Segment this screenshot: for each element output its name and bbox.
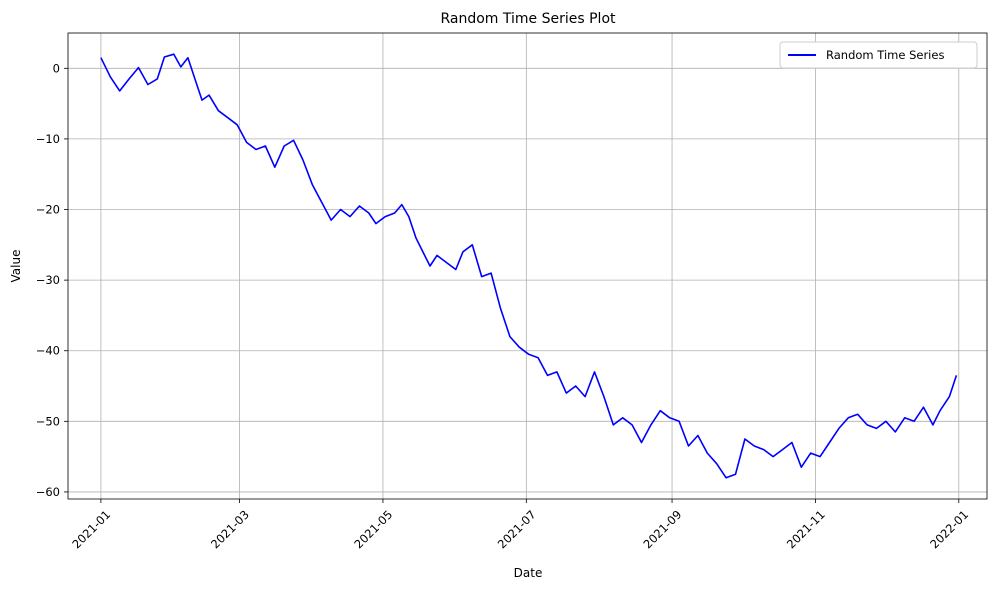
y-tick-label: −20 xyxy=(36,203,60,217)
y-tick-label: −10 xyxy=(36,132,60,146)
series-lines xyxy=(100,53,958,479)
y-tick-label: −50 xyxy=(36,414,60,428)
grid xyxy=(68,33,987,499)
plot-frame xyxy=(67,32,988,500)
plot-area xyxy=(68,33,987,499)
legend-box xyxy=(779,41,978,69)
y-tick-label: −40 xyxy=(36,344,60,358)
y-tick-label: 0 xyxy=(53,61,60,75)
x-axis-label: Date xyxy=(514,566,543,580)
y-tick-label: −30 xyxy=(36,273,60,287)
chart-title: Random Time Series Plot xyxy=(440,11,616,27)
legend: Random Time Series xyxy=(779,41,978,69)
legend-label: Random Time Series xyxy=(826,48,944,62)
series-line xyxy=(100,53,958,479)
y-axis-label: Value xyxy=(9,250,23,283)
y-tick-label: −60 xyxy=(36,485,60,499)
